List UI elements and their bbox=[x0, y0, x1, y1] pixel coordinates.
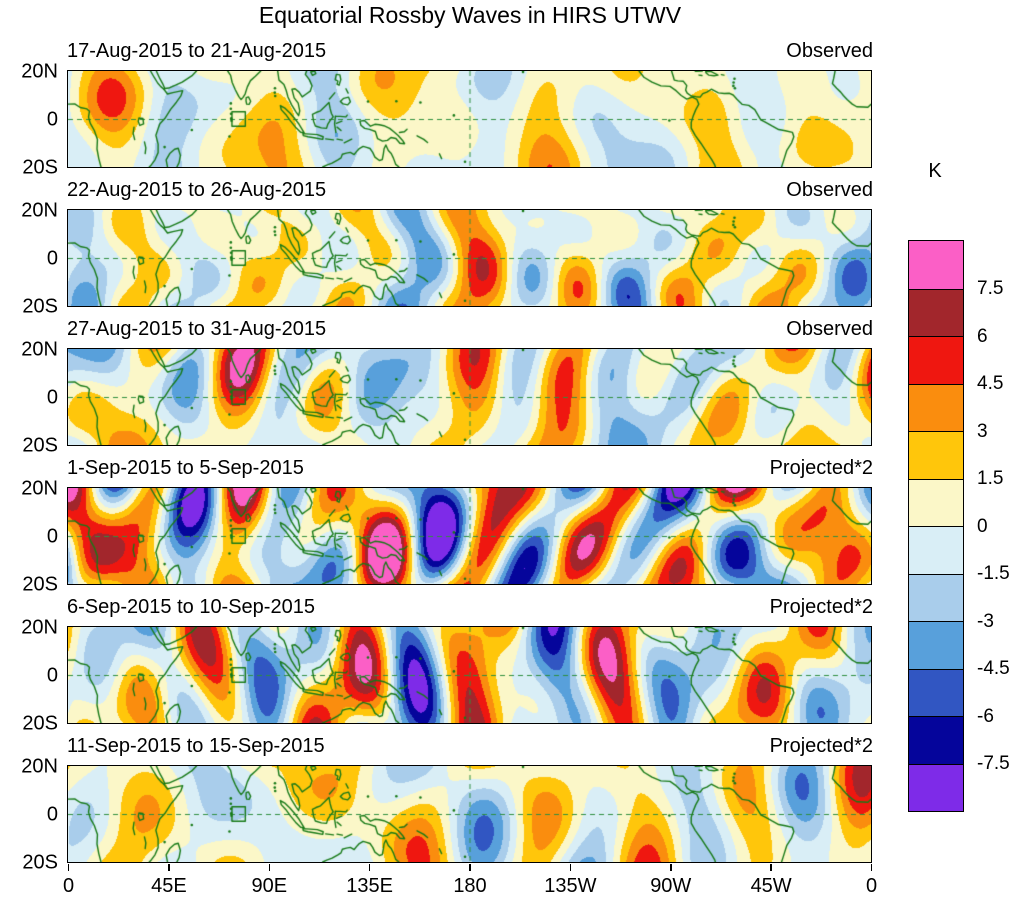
x-axis-tick bbox=[770, 864, 772, 871]
x-axis-tick bbox=[870, 864, 873, 871]
panel-3-ylabel-20N: 20N bbox=[21, 338, 58, 360]
panel-1-date-range: 17-Aug-2015 to 21-Aug-2015 bbox=[67, 40, 327, 62]
colorbar-value-3: 3 bbox=[977, 420, 988, 442]
panel-5-ylabel-0: 0 bbox=[46, 664, 58, 686]
panel-5-source-label: Projected*2 bbox=[769, 596, 873, 618]
colorbar-swatch-1 bbox=[909, 288, 963, 336]
panel-4-ylabel-20N: 20N bbox=[21, 477, 58, 499]
x-axis-tick bbox=[569, 864, 572, 871]
colorbar-value-1.5: 1.5 bbox=[977, 468, 1004, 489]
panel-1-source-label: Observed bbox=[786, 40, 873, 62]
panel-6-ylabel-20S: 20S bbox=[22, 851, 58, 873]
panel-1-ylabel-20N: 20N bbox=[21, 60, 58, 82]
panel-4-ylabel-0: 0 bbox=[46, 525, 58, 547]
x-axis-label-90W: 90W bbox=[650, 875, 692, 897]
map-canvas-panel-1 bbox=[67, 70, 872, 168]
panel-3-date-range: 27-Aug-2015 to 31-Aug-2015 bbox=[67, 318, 327, 340]
colorbar-swatch-0 bbox=[909, 241, 963, 289]
panel-5-date-range: 6-Sep-2015 to 10-Sep-2015 bbox=[67, 596, 315, 618]
colorbar-swatch-4 bbox=[909, 431, 963, 479]
panel-5-ylabel-20S: 20S bbox=[22, 712, 58, 734]
x-axis-tick bbox=[469, 864, 471, 871]
colorbar-swatches bbox=[908, 240, 964, 812]
colorbar-value--3: -3 bbox=[977, 610, 994, 632]
x-axis-tick bbox=[168, 864, 170, 871]
x-axis-label-135W: 135W bbox=[544, 875, 597, 897]
panel-6-source-label: Projected*2 bbox=[769, 735, 873, 757]
x-axis-label-0: 0 bbox=[865, 875, 878, 897]
colorbar-value--1.5: -1.5 bbox=[977, 563, 1010, 584]
colorbar-value--4.5: -4.5 bbox=[977, 658, 1010, 679]
colorbar-value-0: 0 bbox=[977, 515, 988, 537]
panel-2-date-range: 22-Aug-2015 to 26-Aug-2015 bbox=[67, 179, 327, 201]
panel-2-ylabel-0: 0 bbox=[46, 247, 58, 269]
figure-title: Equatorial Rossby Waves in HIRS UTWV bbox=[258, 2, 682, 28]
colorbar-swatch-2 bbox=[909, 336, 963, 384]
x-axis-label-180: 180 bbox=[453, 875, 487, 897]
x-axis-label-135E: 135E bbox=[346, 875, 393, 897]
panel-5-ylabel-20N: 20N bbox=[21, 616, 58, 638]
panel-2-ylabel-20S: 20S bbox=[22, 295, 58, 317]
panel-1-ylabel-0: 0 bbox=[46, 108, 58, 130]
x-axis-label-90E: 90E bbox=[251, 875, 288, 897]
x-axis-label-45E: 45E bbox=[151, 875, 187, 897]
colorbar-swatch-11 bbox=[909, 763, 963, 811]
panel-4-source-label: Projected*2 bbox=[769, 457, 873, 479]
colorbar-unit-label: K bbox=[928, 160, 942, 182]
colorbar-swatch-6 bbox=[909, 526, 963, 574]
x-axis-tick bbox=[670, 864, 672, 871]
x-axis-label-45W: 45W bbox=[750, 875, 792, 897]
colorbar-value-6: 6 bbox=[977, 325, 988, 347]
colorbar-swatch-8 bbox=[909, 621, 963, 669]
panel-3-source-label: Observed bbox=[786, 318, 873, 340]
x-axis-tick bbox=[67, 864, 70, 871]
panel-4-date-range: 1-Sep-2015 to 5-Sep-2015 bbox=[67, 457, 304, 479]
panel-3-ylabel-0: 0 bbox=[46, 386, 58, 408]
colorbar-swatch-9 bbox=[909, 668, 963, 716]
map-canvas-panel-3 bbox=[67, 348, 872, 446]
map-canvas-panel-4 bbox=[67, 487, 872, 585]
panel-3-ylabel-20S: 20S bbox=[22, 434, 58, 456]
map-canvas-panel-6 bbox=[67, 765, 872, 863]
panel-6-date-range: 11-Sep-2015 to 15-Sep-2015 bbox=[67, 735, 325, 757]
panel-6-ylabel-0: 0 bbox=[46, 803, 58, 825]
x-axis-tick bbox=[268, 864, 270, 871]
colorbar-value--7.5: -7.5 bbox=[977, 753, 1010, 774]
panel-4-ylabel-20S: 20S bbox=[22, 573, 58, 595]
map-canvas-panel-2 bbox=[67, 209, 872, 307]
map-canvas-panel-5 bbox=[67, 626, 872, 724]
colorbar-swatch-5 bbox=[909, 478, 963, 526]
x-axis-label-0: 0 bbox=[62, 875, 75, 897]
panel-2-ylabel-20N: 20N bbox=[21, 199, 58, 221]
colorbar-swatch-7 bbox=[909, 573, 963, 621]
colorbar-value--6: -6 bbox=[977, 705, 994, 727]
panel-1-ylabel-20S: 20S bbox=[22, 156, 58, 178]
panel-6-ylabel-20N: 20N bbox=[21, 755, 58, 777]
colorbar-swatch-10 bbox=[909, 716, 963, 764]
colorbar-value-4.5: 4.5 bbox=[977, 373, 1004, 394]
colorbar-value-7.5: 7.5 bbox=[977, 278, 1004, 299]
panel-2-source-label: Observed bbox=[786, 179, 873, 201]
colorbar-swatch-3 bbox=[909, 383, 963, 431]
x-axis-tick bbox=[368, 864, 371, 871]
